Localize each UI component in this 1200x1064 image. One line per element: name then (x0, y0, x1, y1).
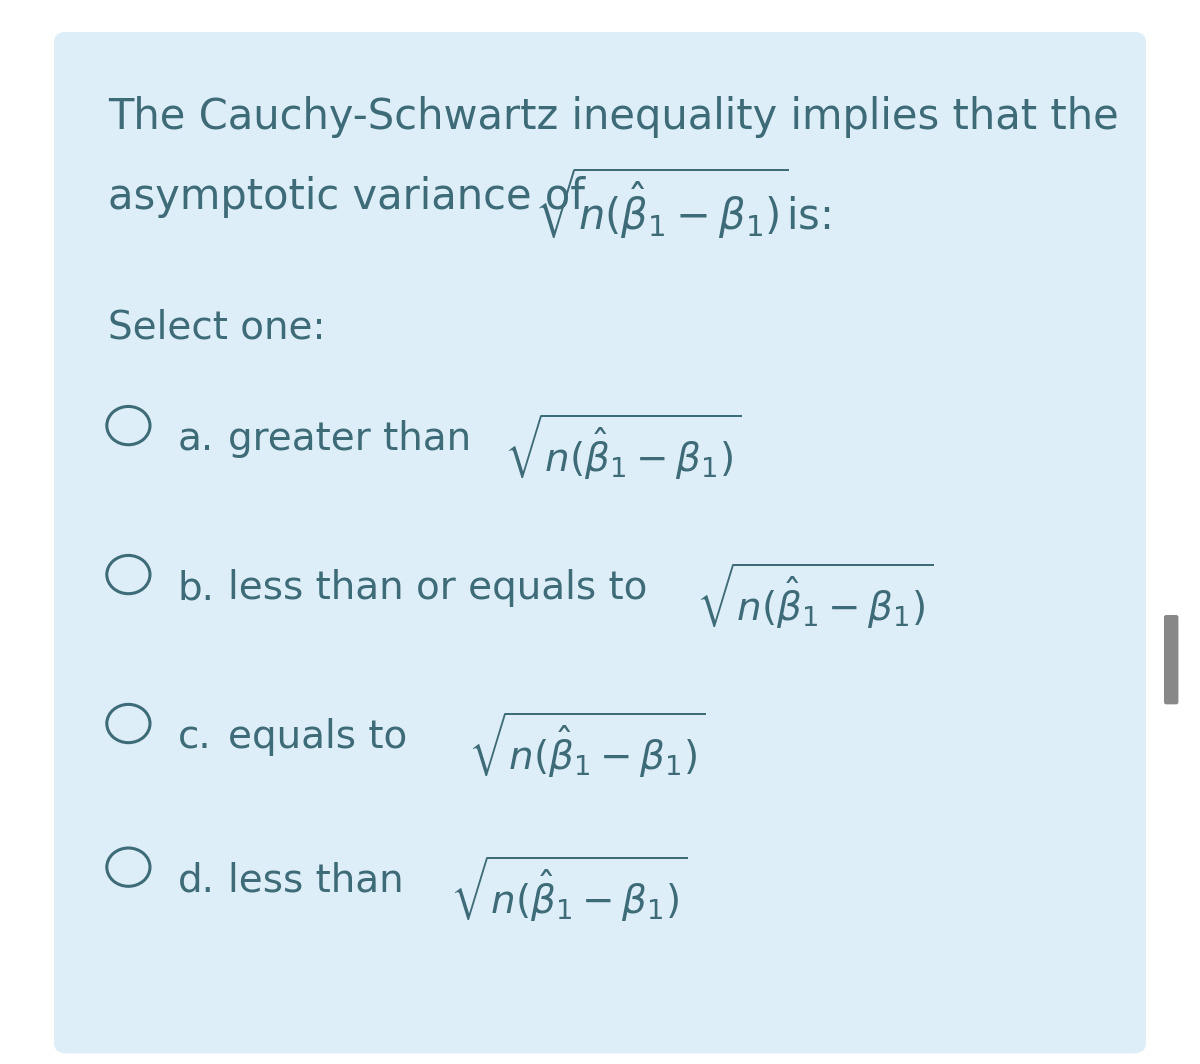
Text: c.: c. (178, 718, 211, 757)
Text: less than or equals to: less than or equals to (228, 569, 660, 608)
Text: less than: less than (228, 862, 416, 900)
Text: b.: b. (178, 569, 215, 608)
Text: equals to: equals to (228, 718, 420, 757)
FancyBboxPatch shape (1164, 615, 1178, 704)
Text: Select one:: Select one: (108, 309, 325, 347)
Text: asymptotic variance of: asymptotic variance of (108, 176, 599, 217)
Text: d.: d. (178, 862, 215, 900)
Text: $\sqrt{n(\hat{\beta}_1 - \beta_1)}$: $\sqrt{n(\hat{\beta}_1 - \beta_1)}$ (504, 412, 742, 482)
Text: $\sqrt{n(\hat{\beta}_1 - \beta_1)}$is:: $\sqrt{n(\hat{\beta}_1 - \beta_1)}$is: (534, 166, 830, 243)
Text: $\sqrt{n(\hat{\beta}_1 - \beta_1)}$: $\sqrt{n(\hat{\beta}_1 - \beta_1)}$ (450, 853, 688, 924)
Text: $\sqrt{n(\hat{\beta}_1 - \beta_1)}$: $\sqrt{n(\hat{\beta}_1 - \beta_1)}$ (696, 561, 934, 631)
FancyBboxPatch shape (54, 32, 1146, 1053)
Text: The Cauchy-Schwartz inequality implies that the: The Cauchy-Schwartz inequality implies t… (108, 96, 1118, 137)
Text: $\sqrt{n(\hat{\beta}_1 - \beta_1)}$: $\sqrt{n(\hat{\beta}_1 - \beta_1)}$ (468, 710, 706, 780)
Text: greater than: greater than (228, 420, 484, 459)
Text: a.: a. (178, 420, 214, 459)
